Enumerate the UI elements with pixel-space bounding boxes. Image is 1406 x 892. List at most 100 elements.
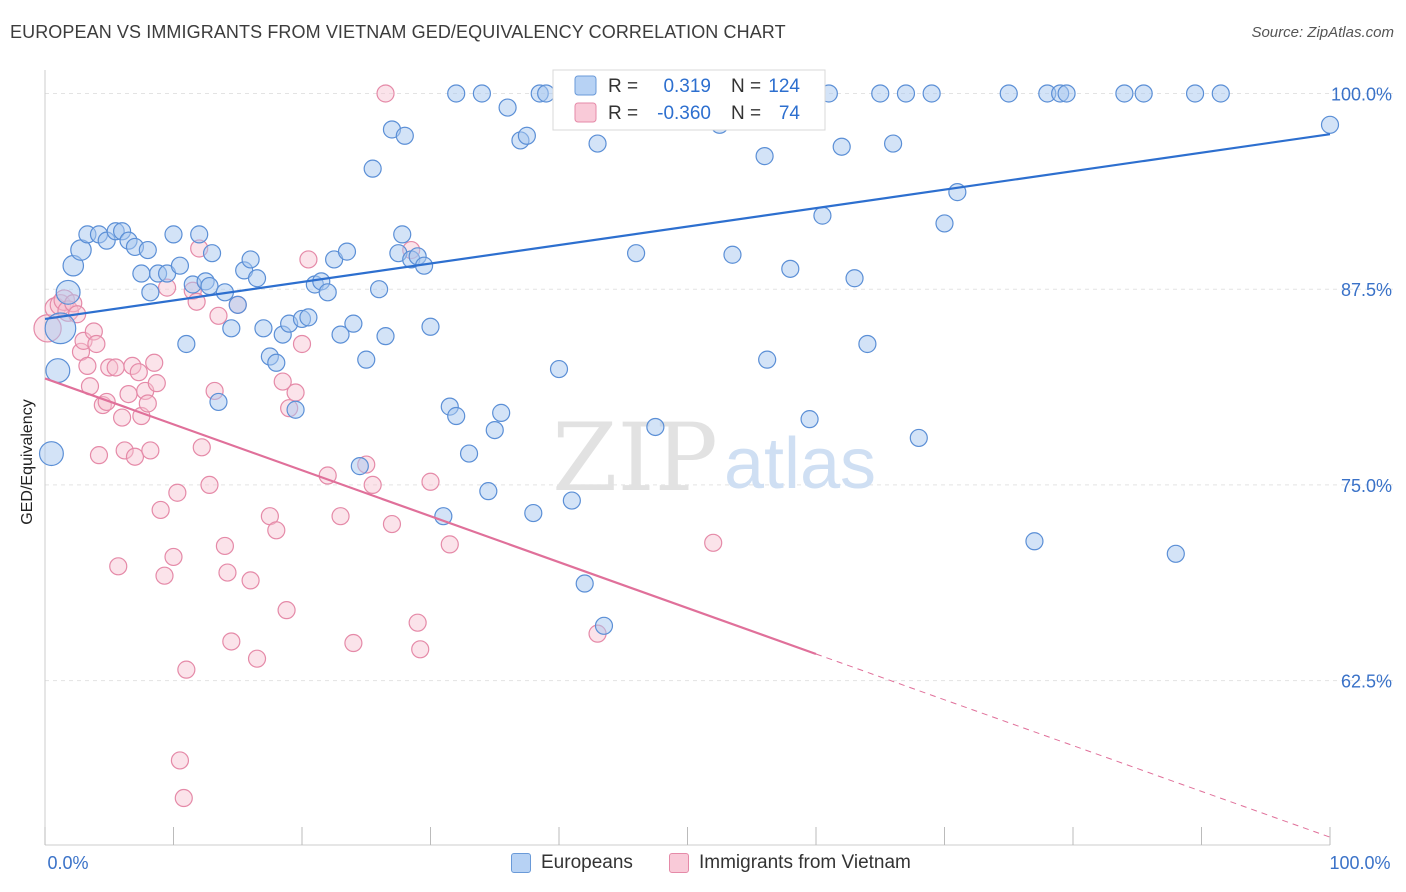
europeans-point	[222, 319, 241, 338]
y-tick-label: 100.0%	[1331, 84, 1392, 104]
europeans-point	[395, 126, 414, 145]
europeans-point	[845, 269, 864, 288]
europeans-point	[1057, 84, 1076, 103]
y-tick-label: 75.0%	[1341, 476, 1392, 496]
europeans-point	[562, 491, 581, 510]
vietnam-point	[155, 566, 174, 585]
vietnam-point	[411, 640, 430, 659]
vietnam-point	[292, 334, 312, 354]
europeans-point	[55, 279, 81, 305]
europeans-point	[594, 616, 614, 635]
series-europeans-points	[38, 84, 1340, 635]
legend-item-europeans: Europeans	[511, 852, 633, 874]
europeans-point	[646, 417, 665, 437]
europeans-point	[434, 507, 453, 526]
europeans-point	[357, 350, 376, 369]
europeans-point	[299, 308, 318, 327]
europeans-point	[344, 314, 363, 333]
vietnam-point	[89, 446, 109, 465]
vietnam-point	[273, 372, 292, 391]
europeans-point	[132, 264, 151, 283]
europeans-point	[813, 206, 832, 225]
europeans-point	[935, 214, 954, 233]
legend-r-label: R =	[608, 103, 638, 124]
legend-swatch-vietnam	[574, 102, 597, 123]
vietnam-point	[164, 547, 183, 567]
vietnam-point	[421, 472, 440, 491]
vietnam-point	[174, 788, 193, 808]
europeans-point	[1211, 84, 1230, 103]
vietnam-point	[192, 438, 211, 457]
europeans-point	[331, 325, 350, 344]
y-tick-label: 62.5%	[1341, 672, 1392, 692]
europeans-point	[370, 280, 389, 299]
europeans-point	[485, 421, 504, 440]
europeans-point	[421, 317, 440, 336]
europeans-point	[858, 334, 877, 354]
europeans-point	[209, 392, 228, 412]
vietnam-point	[247, 649, 267, 668]
europeans-point	[267, 353, 286, 372]
europeans-point	[337, 242, 357, 261]
vietnam-point	[145, 353, 164, 372]
europeans-point	[1025, 532, 1044, 551]
europeans-point	[588, 134, 607, 153]
europeans-point	[38, 441, 64, 467]
vietnam-point	[141, 441, 160, 460]
vietnam-point	[408, 613, 427, 632]
europeans-point	[922, 84, 941, 103]
vietnam-point	[87, 334, 106, 354]
europeans-point	[524, 503, 543, 523]
vietnam-point	[115, 441, 134, 460]
europeans-point	[200, 276, 219, 296]
europeans-point	[832, 137, 851, 156]
vietnam-point	[344, 633, 363, 653]
legend-n-label: N =	[731, 76, 761, 97]
vietnam-trend-extrapolation	[815, 653, 1331, 838]
vietnam-point	[363, 475, 382, 494]
europeans-point	[393, 225, 412, 244]
legend-label-europeans: Europeans	[541, 852, 633, 873]
europeans-point	[871, 84, 890, 103]
vietnam-point	[100, 358, 119, 377]
legend-swatch-europeans	[574, 75, 597, 96]
watermark-atlas: atlas	[724, 424, 876, 504]
europeans-point	[376, 327, 395, 346]
europeans-point	[492, 403, 511, 422]
europeans-point	[1134, 84, 1153, 103]
europeans-point	[254, 319, 273, 338]
legend-r-vietnam: -0.360	[657, 103, 711, 124]
y-tick-label: 87.5%	[1341, 280, 1392, 300]
vietnam-point	[218, 563, 237, 582]
europeans-point	[1166, 544, 1185, 563]
europeans-point	[459, 444, 479, 463]
legend-item-vietnam: Immigrants from Vietnam	[669, 852, 911, 874]
vietnam-point	[277, 601, 296, 620]
europeans-point	[228, 295, 247, 314]
europeans-point	[755, 147, 774, 166]
europeans-point	[202, 244, 222, 263]
europeans-point	[999, 84, 1018, 103]
europeans-point	[800, 410, 819, 429]
vietnam-point	[106, 358, 125, 377]
vietnam-point	[109, 557, 128, 576]
y-axis-label: GED/Equivalency	[19, 399, 36, 525]
vietnam-point	[147, 374, 166, 393]
vietnam-point	[704, 533, 723, 552]
europeans-point	[498, 98, 517, 117]
legend-swatch-europeans	[511, 853, 531, 873]
europeans-point	[896, 84, 916, 103]
vietnam-point	[382, 514, 402, 534]
europeans-point	[781, 259, 800, 278]
vietnam-point	[125, 447, 145, 466]
vietnam-point	[119, 384, 138, 404]
europeans-point	[758, 350, 777, 369]
europeans-point	[44, 312, 77, 345]
x-tick-label: 100.0%	[1329, 853, 1390, 873]
vietnam-point	[222, 632, 241, 651]
legend-n-label: N =	[731, 103, 761, 124]
vietnam-point	[440, 535, 459, 554]
vietnam-point	[177, 660, 196, 679]
europeans-point	[350, 457, 369, 476]
